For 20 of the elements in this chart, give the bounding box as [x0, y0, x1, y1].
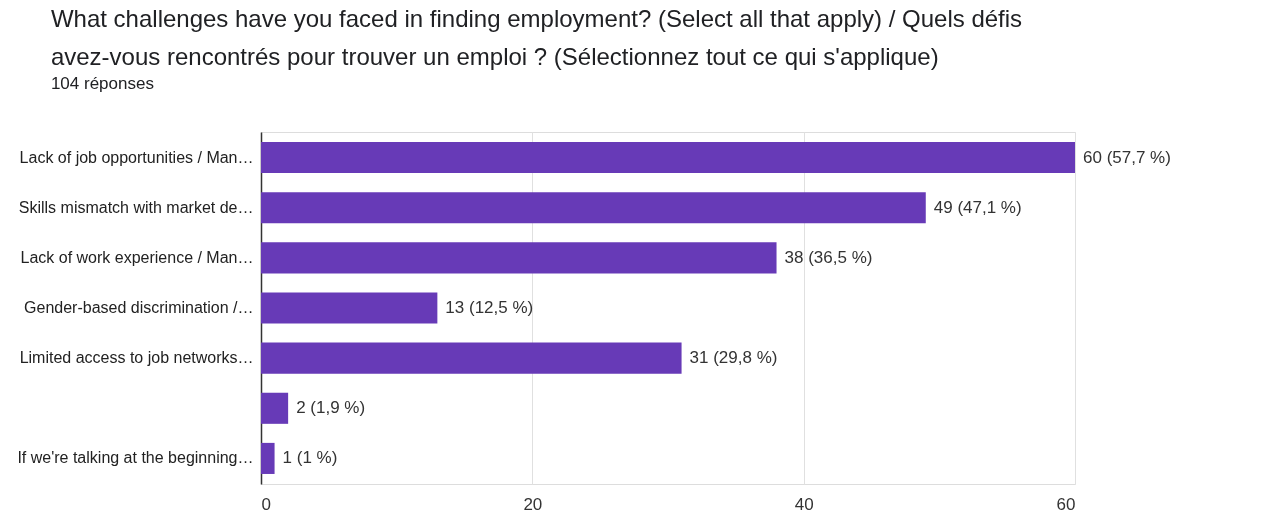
text: What challenges have you faced in finding employment? (Select all that apply) / Quels défis [50, 5, 1023, 32]
y-tick-label: Limited access to job networks… [19, 349, 254, 367]
y-tick-label: Gender-based discrimination /… [24, 299, 254, 316]
y-tick-label: Skills mismatch with market de… [18, 198, 254, 216]
data-label: 1 (1 %) [282, 448, 338, 468]
x-tick-label: 0 [261, 494, 271, 514]
y-tick-label: Lack of job opportunities / Man… [19, 148, 254, 166]
data-label: 60 (57,7 %) [1083, 147, 1171, 167]
text: 104 réponses [50, 74, 154, 93]
x-tick-label: 40 [794, 494, 814, 514]
data-label: 49 (47,1 %) [933, 197, 1022, 217]
y-tick-label: Lack of work experience / Man… [20, 248, 254, 266]
text: avez-vous rencontrés pour trouver un emploi ? (Sélectionnez tout ce qui s'applique) [50, 43, 939, 70]
y-tick-label: If we're talking at the beginning… [17, 449, 254, 467]
data-label: 2 (1,9 %) [296, 398, 366, 418]
x-tick-label: 20 [523, 494, 543, 514]
data-label: 13 (12,5 %) [445, 298, 534, 317]
data-label: 38 (36,5 %) [784, 247, 873, 267]
x-tick-label: 60 [1056, 494, 1076, 514]
data-label: 31 (29,8 %) [689, 348, 778, 368]
